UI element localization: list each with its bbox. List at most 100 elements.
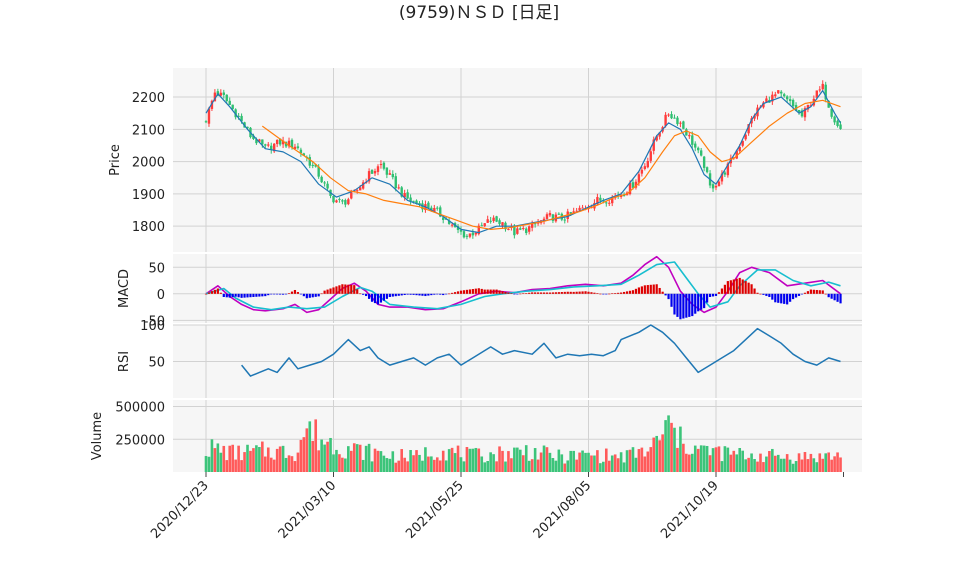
volume-bar: [450, 447, 454, 472]
macd-histogram-bar: [412, 293, 415, 295]
candle-body: [830, 108, 833, 117]
volume-bar: [433, 459, 436, 472]
macd-histogram-bar: [806, 291, 810, 294]
rsi-axis-label: RSI: [117, 351, 132, 372]
candle-body: [207, 108, 211, 124]
macd-histogram-bar: [732, 279, 735, 294]
volume-bar: [714, 447, 718, 472]
candle-body: [326, 183, 329, 189]
volume-bar: [519, 449, 522, 472]
candle-body: [803, 108, 807, 118]
volume-bar: [610, 455, 614, 472]
volume-bar: [275, 448, 279, 472]
macd-histogram-bar: [373, 293, 377, 304]
macd-histogram-bar: [513, 293, 516, 295]
macd-histogram-bar: [780, 293, 783, 304]
macd-histogram-bar: [590, 292, 593, 294]
candle-body: [717, 181, 721, 187]
candle-body: [447, 220, 451, 224]
candle-body: [622, 195, 626, 197]
macd-histogram-bar: [646, 285, 649, 294]
candle-body: [569, 212, 572, 214]
volume-bar: [584, 452, 587, 472]
candle-body: [655, 136, 658, 141]
macd-histogram-bar: [341, 284, 344, 294]
volume-bar: [771, 448, 774, 472]
macd-histogram-bar: [516, 293, 519, 295]
candle-body: [468, 233, 472, 237]
macd-histogram-bar: [528, 292, 531, 294]
candle-body: [702, 156, 706, 168]
macd-histogram-bar: [400, 293, 403, 296]
volume-bar: [708, 455, 712, 472]
volume-bar: [382, 455, 386, 472]
macd-histogram-bar: [344, 284, 347, 294]
candle-body: [575, 210, 578, 212]
candle-body: [815, 90, 819, 98]
volume-bar: [685, 453, 688, 472]
volume-bar: [800, 459, 804, 472]
candle-body: [258, 139, 261, 142]
macd-histogram-bar: [252, 293, 255, 297]
macd-histogram-bar: [427, 293, 430, 296]
candle-body: [839, 124, 842, 129]
macd-histogram-bar: [750, 284, 753, 294]
volume-bar: [821, 458, 825, 472]
macd-histogram-bar: [480, 288, 483, 294]
macd-histogram-bar: [477, 288, 480, 294]
volume-bar: [278, 446, 282, 472]
rsi-line: [241, 324, 841, 377]
macd-histogram-bar: [293, 289, 297, 294]
volume-bar: [726, 447, 730, 472]
volume-bar: [723, 446, 727, 472]
volume-bar: [696, 448, 700, 472]
y-tick-label: 1800: [132, 220, 165, 235]
volume-bar: [738, 447, 742, 472]
candle-body: [341, 200, 344, 202]
volume-bar: [548, 452, 552, 472]
volume-bar: [441, 450, 445, 472]
macd-histogram-bar: [791, 293, 795, 300]
candle-body: [367, 171, 371, 182]
volume-bar: [744, 459, 747, 472]
candle-body: [608, 202, 611, 204]
volume-bar: [465, 447, 469, 472]
macd-histogram-bar: [276, 293, 279, 295]
volume-bar: [349, 450, 353, 472]
candle-body: [415, 200, 418, 205]
volume-bar: [569, 450, 573, 472]
volume-bar: [403, 457, 406, 472]
macd-histogram-bar: [299, 293, 302, 295]
macd-histogram-bar: [566, 291, 569, 294]
volume-bar: [234, 459, 237, 472]
macd-histogram-bar: [270, 293, 273, 295]
macd-histogram-bar: [492, 289, 495, 294]
macd-histogram-bar: [602, 293, 605, 295]
macd-histogram-bar: [504, 291, 507, 294]
macd-histogram-bar: [279, 293, 282, 295]
candle-body: [519, 228, 522, 230]
volume-bar: [655, 435, 658, 472]
candle-body: [284, 141, 288, 147]
volume-bar: [358, 444, 362, 472]
volume-bar: [326, 441, 329, 472]
volume-bar: [320, 439, 323, 472]
volume-bar: [385, 458, 389, 472]
macd-histogram-bar: [578, 291, 581, 294]
macd-histogram-bar: [655, 284, 658, 294]
macd-histogram-bar: [519, 293, 522, 295]
volume-bar: [590, 455, 593, 472]
macd-panel-background: [173, 254, 862, 323]
volume-bar: [252, 448, 255, 472]
macd-histogram-bar: [246, 293, 249, 298]
macd-histogram-bar: [326, 289, 329, 294]
candle-body: [492, 217, 495, 222]
volume-bar: [237, 445, 240, 472]
y-tick-label: 2100: [132, 123, 165, 138]
macd-histogram-bar: [581, 291, 584, 294]
volume-bar: [510, 458, 513, 472]
volume-bar: [729, 454, 733, 472]
volume-bar: [361, 459, 365, 472]
volume-bar: [453, 453, 457, 472]
candle-body: [456, 226, 460, 230]
